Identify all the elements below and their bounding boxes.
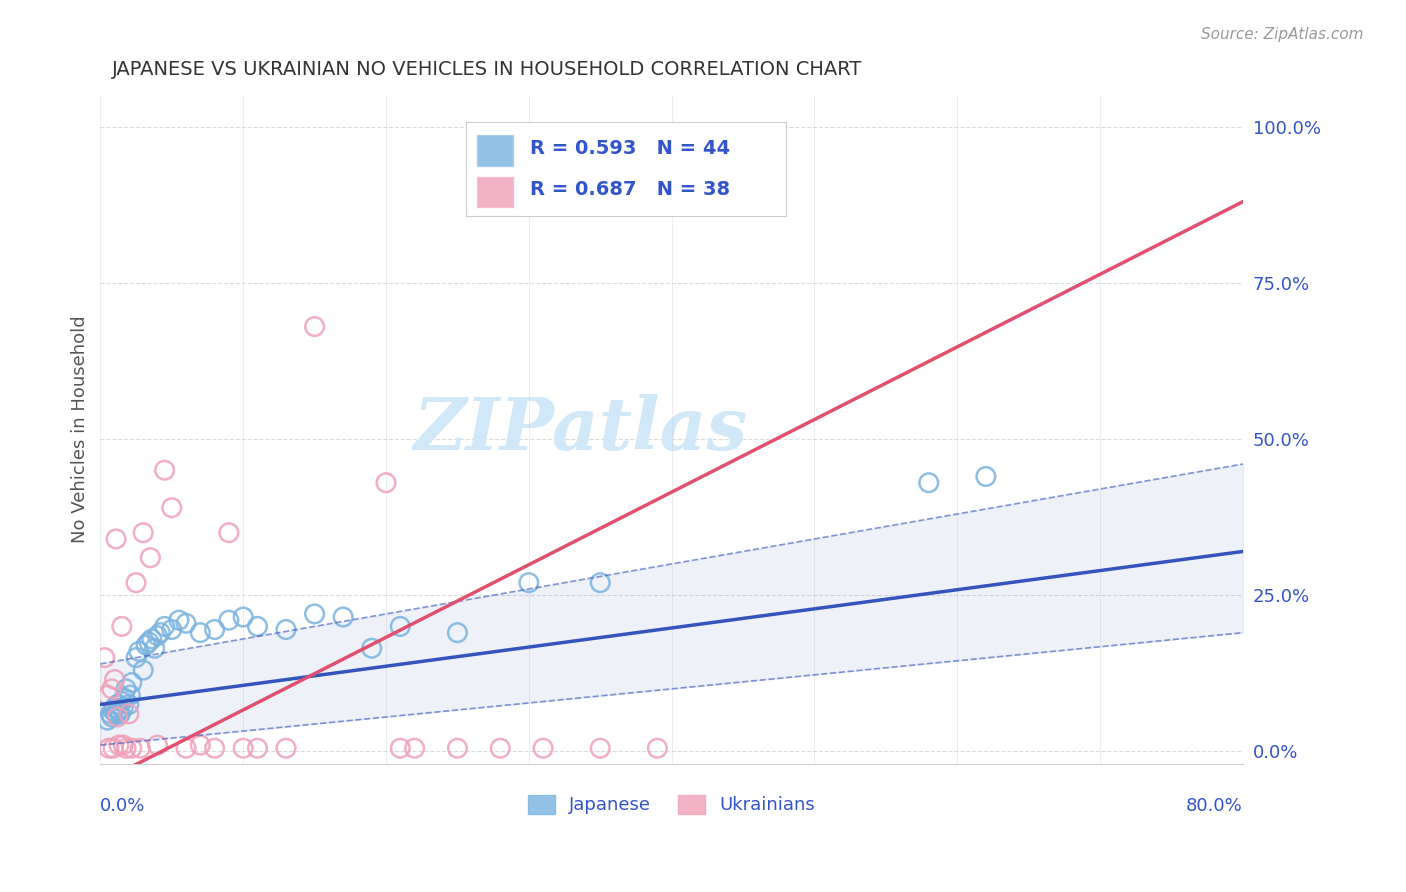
Point	[274, 623, 297, 637]
Point	[174, 741, 197, 756]
Point	[105, 532, 128, 546]
Point	[125, 650, 148, 665]
Point	[246, 619, 269, 633]
Point	[121, 741, 143, 756]
Point	[110, 706, 132, 721]
Point	[112, 738, 135, 752]
Point	[98, 706, 121, 721]
Point	[96, 713, 118, 727]
Text: 80.0%: 80.0%	[1187, 797, 1243, 814]
Point	[103, 741, 125, 756]
Point	[167, 613, 190, 627]
Y-axis label: No Vehicles in Household: No Vehicles in Household	[72, 316, 89, 543]
Point	[188, 625, 211, 640]
Point	[101, 681, 124, 696]
Point	[115, 741, 138, 756]
Point	[149, 625, 172, 640]
Point	[153, 463, 176, 477]
Point	[489, 741, 512, 756]
Point	[118, 698, 141, 712]
Point	[132, 663, 155, 677]
Point	[918, 475, 941, 490]
Point	[107, 710, 129, 724]
Point	[121, 675, 143, 690]
Point	[112, 700, 135, 714]
Point	[111, 694, 134, 708]
Point	[96, 688, 118, 702]
Point	[274, 741, 297, 756]
Point	[108, 738, 131, 752]
Point	[446, 625, 468, 640]
Point	[204, 741, 226, 756]
Point	[389, 619, 412, 633]
Point	[160, 623, 183, 637]
Text: JAPANESE VS UKRAINIAN NO VEHICLES IN HOUSEHOLD CORRELATION CHART: JAPANESE VS UKRAINIAN NO VEHICLES IN HOU…	[112, 60, 862, 78]
Text: ZIPatlas: ZIPatlas	[413, 394, 748, 465]
Point	[146, 629, 169, 643]
Point	[104, 700, 127, 714]
Point	[139, 550, 162, 565]
Point	[118, 706, 141, 721]
Point	[107, 698, 129, 712]
Point	[218, 613, 240, 627]
Point	[360, 641, 382, 656]
Point	[531, 741, 554, 756]
Point	[174, 616, 197, 631]
Point	[218, 525, 240, 540]
Point	[160, 500, 183, 515]
Point	[389, 741, 412, 756]
Point	[153, 619, 176, 633]
Point	[304, 319, 326, 334]
Point	[135, 638, 157, 652]
Point	[589, 741, 612, 756]
Point	[974, 469, 997, 483]
Point	[105, 706, 128, 721]
Point	[232, 741, 254, 756]
Point	[246, 741, 269, 756]
Point	[93, 650, 115, 665]
Point	[143, 641, 166, 656]
Text: Source: ZipAtlas.com: Source: ZipAtlas.com	[1201, 27, 1364, 42]
Point	[125, 575, 148, 590]
Point	[188, 738, 211, 752]
Point	[115, 681, 138, 696]
Point	[304, 607, 326, 621]
Point	[446, 741, 468, 756]
Point	[204, 623, 226, 637]
Point	[375, 475, 398, 490]
Point	[114, 691, 136, 706]
Point	[128, 644, 150, 658]
Point	[104, 673, 127, 687]
Legend: Japanese, Ukrainians: Japanese, Ukrainians	[520, 788, 823, 822]
Point	[138, 635, 160, 649]
Point	[129, 741, 152, 756]
Point	[101, 710, 124, 724]
Point	[120, 688, 142, 702]
Point	[146, 738, 169, 752]
Point	[108, 704, 131, 718]
Point	[97, 741, 120, 756]
Point	[141, 632, 163, 646]
Point	[589, 575, 612, 590]
Text: 0.0%: 0.0%	[100, 797, 146, 814]
Point	[232, 610, 254, 624]
Point	[647, 741, 669, 756]
Point	[404, 741, 426, 756]
Point	[103, 704, 125, 718]
Point	[132, 525, 155, 540]
Point	[517, 575, 540, 590]
Point	[332, 610, 354, 624]
Point	[111, 619, 134, 633]
